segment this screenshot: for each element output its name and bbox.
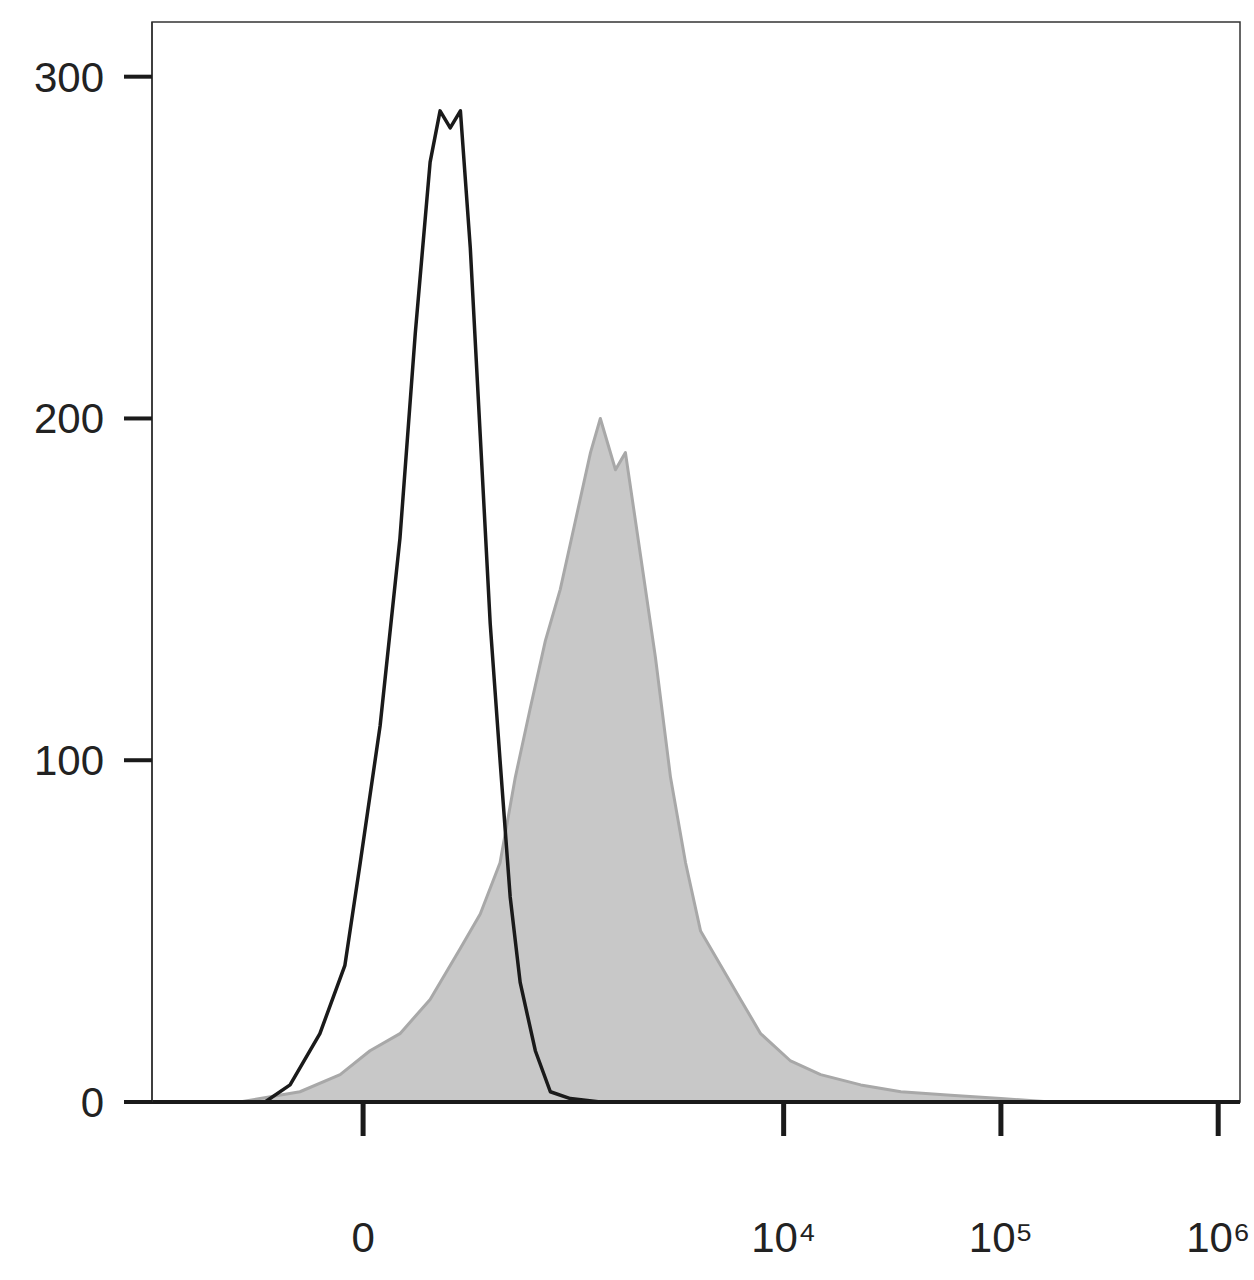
x-tick-label: 10⁴: [751, 1214, 816, 1261]
x-tick: [361, 1102, 366, 1136]
area-series: [240, 418, 1051, 1102]
line-series: [265, 111, 600, 1102]
x-tick-label: 0: [351, 1214, 374, 1261]
x-tick: [1216, 1102, 1221, 1136]
data-group: [240, 111, 1051, 1102]
y-tick: [124, 758, 152, 762]
y-tick-label: 0: [81, 1079, 104, 1126]
y-axis: [151, 22, 153, 1102]
y-tick: [124, 1100, 152, 1104]
y-tick-label: 200: [34, 395, 104, 442]
x-tick: [998, 1102, 1003, 1136]
y-tick-label: 100: [34, 737, 104, 784]
x-tick-label: 10⁶: [1186, 1214, 1250, 1261]
y-tick: [124, 75, 152, 79]
x-tick-label: 10⁵: [969, 1214, 1033, 1261]
x-tick: [781, 1102, 786, 1136]
chart: 0 10⁴ 10⁵ 10⁶ 0 100 200 300: [0, 0, 1254, 1280]
y-tick: [124, 416, 152, 420]
y-tick-label: 300: [34, 54, 104, 101]
x-axis: [152, 1100, 1240, 1104]
plot-frame: [152, 22, 1240, 1102]
